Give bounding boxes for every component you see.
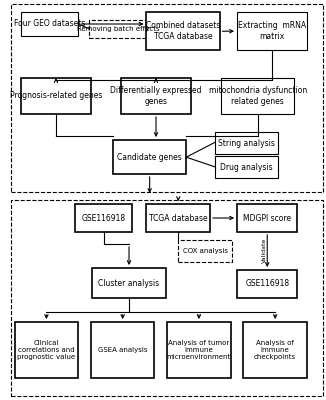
Text: Cluster analysis: Cluster analysis xyxy=(98,278,160,288)
FancyBboxPatch shape xyxy=(215,132,278,154)
FancyBboxPatch shape xyxy=(146,204,210,232)
FancyBboxPatch shape xyxy=(237,270,297,298)
FancyBboxPatch shape xyxy=(221,78,294,114)
FancyBboxPatch shape xyxy=(93,268,166,298)
Text: GSE116918: GSE116918 xyxy=(82,214,126,222)
FancyBboxPatch shape xyxy=(178,240,232,262)
Text: GSE116918: GSE116918 xyxy=(245,280,289,288)
Text: Drug analysis: Drug analysis xyxy=(220,162,273,172)
Text: Differentially expressed
genes: Differentially expressed genes xyxy=(110,86,202,106)
FancyBboxPatch shape xyxy=(113,140,186,174)
Text: Analysis of
immune
checkpoints: Analysis of immune checkpoints xyxy=(254,340,296,360)
Text: Removing batch effects: Removing batch effects xyxy=(77,26,160,32)
Text: Extracting  mRNA
matrix: Extracting mRNA matrix xyxy=(238,21,306,41)
Text: COX analysis: COX analysis xyxy=(183,248,228,254)
FancyBboxPatch shape xyxy=(244,322,307,378)
Text: Analysis of tumor
immune
microenvironment: Analysis of tumor immune microenvironmen… xyxy=(167,340,231,360)
Text: String analysis: String analysis xyxy=(218,138,275,148)
FancyBboxPatch shape xyxy=(11,4,323,192)
FancyBboxPatch shape xyxy=(237,12,307,50)
Text: Clinical
correlations and
prognostic value: Clinical correlations and prognostic val… xyxy=(17,340,76,360)
FancyBboxPatch shape xyxy=(21,78,91,114)
Text: Candidate genes: Candidate genes xyxy=(117,152,182,162)
FancyBboxPatch shape xyxy=(167,322,231,378)
Text: MDGPI score: MDGPI score xyxy=(243,214,291,222)
Text: Four GEO datasets: Four GEO datasets xyxy=(14,20,85,28)
FancyBboxPatch shape xyxy=(21,12,78,36)
FancyBboxPatch shape xyxy=(215,156,278,178)
FancyBboxPatch shape xyxy=(91,322,155,378)
Text: Validate: Validate xyxy=(261,237,267,263)
FancyBboxPatch shape xyxy=(146,12,220,50)
Text: mitochondria dysfunction
related genes: mitochondria dysfunction related genes xyxy=(209,86,307,106)
Text: TCGA database: TCGA database xyxy=(149,214,208,222)
FancyBboxPatch shape xyxy=(237,204,297,232)
FancyBboxPatch shape xyxy=(11,200,323,396)
Text: Prognosis-related genes: Prognosis-related genes xyxy=(10,92,102,100)
FancyBboxPatch shape xyxy=(75,204,132,232)
FancyBboxPatch shape xyxy=(89,20,148,38)
FancyBboxPatch shape xyxy=(121,78,191,114)
Text: GSEA analysis: GSEA analysis xyxy=(98,347,147,353)
Text: Combined datasets
TCGA database: Combined datasets TCGA database xyxy=(146,21,220,41)
FancyBboxPatch shape xyxy=(15,322,78,378)
